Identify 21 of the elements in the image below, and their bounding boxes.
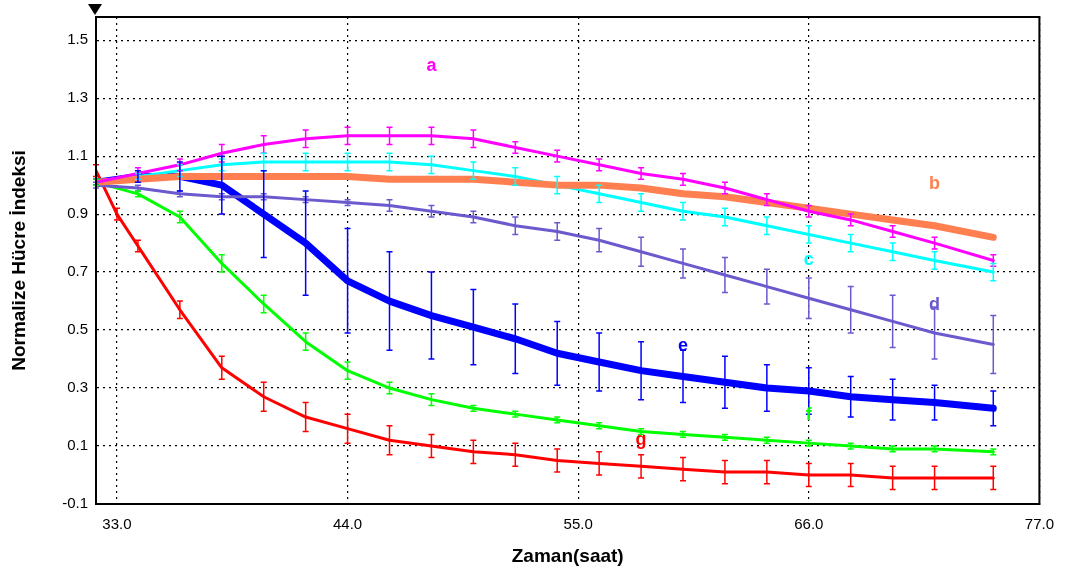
y-tick-label: 1.5: [67, 30, 88, 48]
y-tick-label: 0.3: [67, 378, 88, 396]
y-tick-label: 0.5: [67, 320, 88, 338]
y-tick-label: 1.3: [67, 88, 88, 106]
x-tick-label: 33.0: [102, 515, 132, 533]
y-tick-label: 0.1: [67, 436, 88, 454]
x-axis-title: Zaman(saat): [511, 544, 624, 566]
series-label: d: [929, 293, 941, 314]
x-tick-label: 66.0: [794, 515, 824, 533]
series-label: c: [803, 249, 814, 270]
y-tick-label: 0.9: [67, 204, 88, 222]
x-tick-label: 77.0: [1024, 515, 1054, 533]
y-axis-title: Normalize Hücre İndeksi: [7, 150, 29, 371]
y-tick-label: 1.1: [67, 146, 88, 164]
series-label: b: [929, 172, 941, 193]
x-tick-label: 55.0: [563, 515, 593, 533]
y-tick-label: 0.7: [67, 262, 88, 280]
series-label: g: [635, 429, 647, 450]
text: a: [426, 54, 438, 75]
y-tick-label: -0.1: [62, 494, 88, 512]
x-tick-label: 44.0: [332, 515, 363, 533]
